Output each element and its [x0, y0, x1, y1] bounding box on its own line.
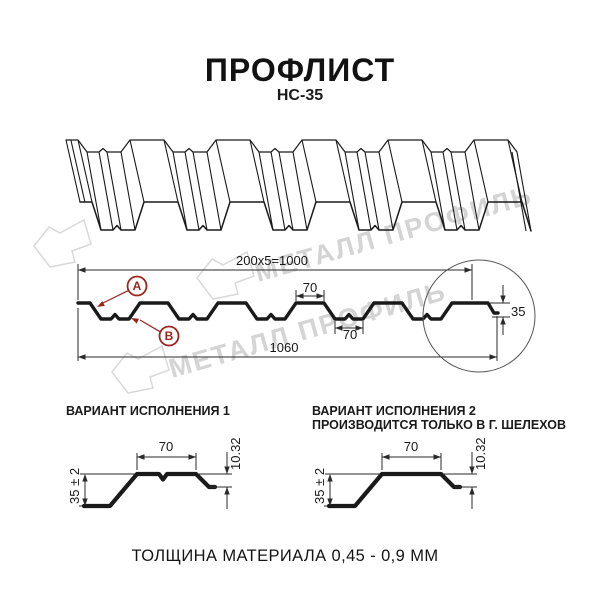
line-work: [65, 139, 532, 509]
callout-b-circle: [158, 325, 180, 347]
v2-dim-height-label: 35 ± 2: [312, 468, 327, 504]
watermark-text: МЕТАЛЛ ПРОФИЛЬ: [251, 180, 536, 288]
callouts: А В: [126, 275, 180, 347]
detail-circle: [422, 259, 536, 373]
dim-total-width-label: 1060: [270, 340, 299, 355]
material-thickness-note: ТОЛЩИНА МАТЕРИАЛА 0,45 - 0,9 ММ: [131, 547, 439, 565]
dim-height-label: 35: [511, 304, 525, 319]
dim-valley-width-label: 70: [343, 327, 357, 342]
dimension-labels: 200x5=1000 1060 70 70 35 70 10.32 35 ± 2…: [67, 253, 525, 504]
callout-b-label: В: [165, 329, 174, 343]
brand-logo-watermark: [33, 218, 92, 268]
v1-dim-step-label: 10.32: [228, 437, 243, 470]
profile-code: НС-35: [276, 87, 324, 104]
v1-dim-height-label: 35 ± 2: [67, 468, 82, 504]
v2-dim-step-label: 10.32: [473, 437, 488, 470]
variant-2-title: ВАРИАНТ ИСПОЛНЕНИЯ 2: [312, 404, 476, 418]
variant-2-subtitle: ПРОИЗВОДИТСЯ ТОЛЬКО В Г. ШЕЛЕХОВ: [312, 418, 567, 432]
v2-dim-70-label: 70: [404, 439, 418, 454]
dim-crest-width-label: 70: [303, 280, 317, 295]
brand-logo-watermark: [196, 250, 255, 300]
v1-dim-70-label: 70: [159, 439, 173, 454]
variant-1-title: ВАРИАНТ ИСПОЛНЕНИЯ 1: [66, 404, 230, 418]
page-title: ПРОФЛИСТ: [204, 52, 396, 88]
brand-logo-watermark: [111, 344, 170, 394]
callout-a-circle: [126, 275, 148, 297]
dim-pitch-label: 200x5=1000: [236, 253, 308, 268]
callout-a-label: А: [133, 279, 142, 293]
